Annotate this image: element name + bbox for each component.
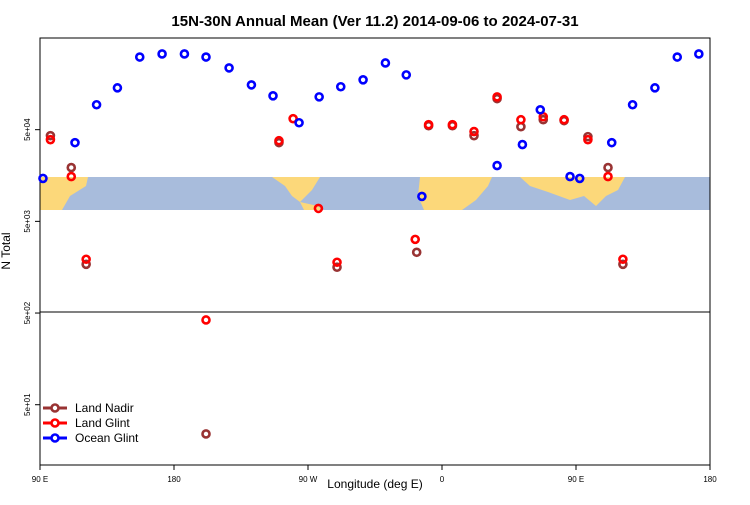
point xyxy=(112,83,123,93)
x-tick-label: 0 xyxy=(440,475,445,484)
point xyxy=(423,119,434,130)
point xyxy=(246,80,257,90)
point xyxy=(618,259,628,270)
point xyxy=(672,52,683,62)
point xyxy=(179,49,190,59)
point xyxy=(335,81,346,92)
chart-title: 15N-30N Annual Mean (Ver 11.2) 2014-09-0… xyxy=(171,13,578,30)
point xyxy=(565,171,575,182)
point xyxy=(66,162,77,173)
legend-marker xyxy=(50,418,60,428)
point xyxy=(517,139,528,150)
point xyxy=(650,83,660,93)
x-tick-label: 90 W xyxy=(299,475,318,484)
point xyxy=(410,234,421,245)
point xyxy=(224,63,234,73)
point xyxy=(66,171,77,182)
point xyxy=(45,130,56,141)
point xyxy=(70,137,80,148)
x-tick-label: 180 xyxy=(167,475,181,484)
point xyxy=(134,52,145,62)
point xyxy=(411,247,422,258)
point xyxy=(314,92,324,102)
point xyxy=(81,254,91,265)
point xyxy=(274,135,284,146)
y-axis-label: N Total xyxy=(0,232,13,269)
map-band xyxy=(40,177,710,210)
point xyxy=(268,91,278,101)
point xyxy=(492,160,502,171)
x-tick-label: 180 xyxy=(703,475,717,484)
point xyxy=(332,257,342,268)
point xyxy=(535,104,546,115)
point xyxy=(38,173,48,184)
legend-label: Ocean Glint xyxy=(75,431,139,445)
point xyxy=(559,114,569,125)
point xyxy=(91,99,102,110)
point xyxy=(157,49,167,59)
point xyxy=(583,134,593,145)
legend-label: Land Glint xyxy=(75,416,130,430)
point xyxy=(469,130,479,141)
point xyxy=(358,74,368,85)
point xyxy=(574,173,585,184)
legend-label: Land Nadir xyxy=(75,401,134,415)
point xyxy=(201,429,211,439)
point xyxy=(201,52,211,62)
point xyxy=(627,99,638,110)
y-tick-label: 5e+01 xyxy=(23,393,32,416)
point xyxy=(492,92,502,102)
point xyxy=(603,162,613,173)
legend-marker xyxy=(50,403,60,413)
point xyxy=(81,259,91,270)
point xyxy=(332,262,342,273)
y-tick-label: 5e+04 xyxy=(23,118,32,141)
point xyxy=(694,49,704,59)
legend-marker xyxy=(50,433,60,443)
point xyxy=(618,254,628,265)
x-tick-label: 90 E xyxy=(568,475,584,484)
x-axis-label: Longitude (deg E) xyxy=(327,477,422,491)
point xyxy=(417,191,427,202)
point xyxy=(447,119,458,130)
point xyxy=(45,134,56,145)
point xyxy=(380,58,391,68)
point xyxy=(603,171,613,182)
point xyxy=(201,315,211,325)
point xyxy=(606,137,617,148)
point xyxy=(294,117,304,128)
y-tick-label: 5e+03 xyxy=(23,210,32,233)
x-tick-label: 90 E xyxy=(32,475,48,484)
point xyxy=(469,126,479,137)
point xyxy=(313,203,324,214)
point xyxy=(401,70,412,80)
y-tick-label: 5e+02 xyxy=(23,301,32,324)
plot-frame xyxy=(39,37,711,466)
point xyxy=(516,114,526,125)
